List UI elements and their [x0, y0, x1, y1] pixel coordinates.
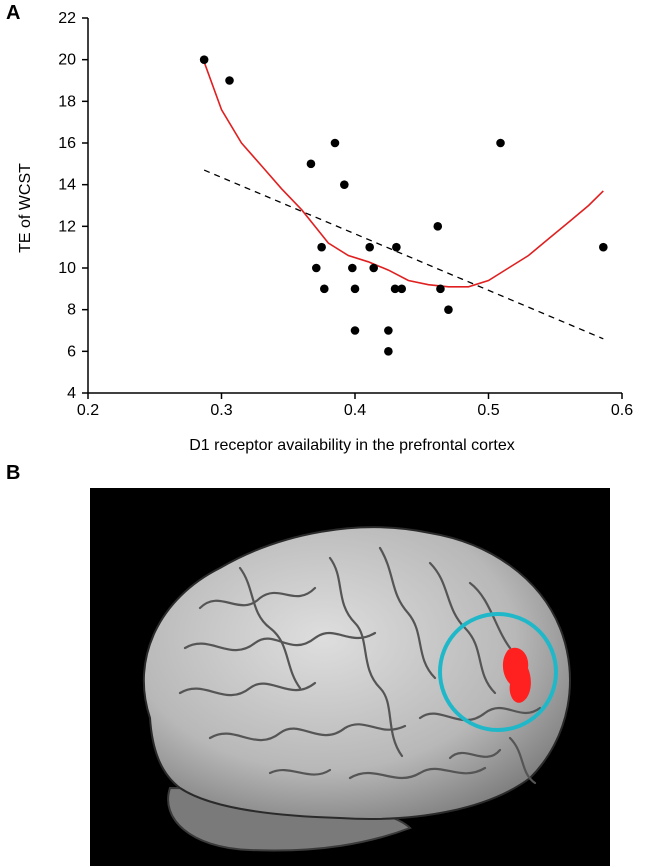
y-tick-label: 4 [67, 385, 76, 402]
data-point [599, 242, 608, 252]
roi-circle [438, 612, 558, 732]
data-point [436, 284, 445, 294]
y-tick-label: 6 [67, 343, 76, 360]
chart-points [199, 55, 608, 356]
data-point [369, 263, 378, 273]
data-point [496, 138, 505, 148]
brain-image-panel [90, 488, 610, 866]
data-point [444, 305, 453, 314]
data-point [340, 180, 349, 189]
y-tick-label: 14 [58, 177, 76, 194]
data-point [433, 222, 443, 231]
brain-shape [142, 526, 571, 820]
panel-b-label: B [6, 462, 21, 484]
data-point [319, 284, 329, 294]
y-tick-label: 16 [58, 135, 76, 152]
scatter-chart: 0.2 0.3 0.4 0.5 0.6 4 6 8 10 12 14 16 18 20 22 D1 rece… [17, 10, 633, 454]
chart-ticks: 0.2 0.3 0.4 0.5 0.6 4 6 8 10 12 14 16 18 20 22 [58, 10, 633, 419]
panel-a-label: A [6, 2, 21, 24]
y-tick-label: 8 [67, 302, 76, 319]
data-point [392, 242, 401, 252]
data-point [317, 242, 326, 252]
activation-region [502, 647, 531, 703]
chart-fit-lines [203, 61, 604, 340]
data-point [225, 76, 234, 85]
data-point [330, 138, 340, 148]
y-tick-label: 12 [58, 218, 76, 235]
brain-sulci [178, 546, 542, 785]
data-point [350, 284, 360, 294]
x-tick-label: 0.5 [477, 402, 499, 419]
data-point [350, 326, 360, 335]
x-tick-label: 0.4 [344, 402, 366, 419]
data-point [397, 284, 407, 294]
y-tick-label: 20 [58, 52, 76, 69]
y-axis-label: TE of WCST [17, 163, 34, 253]
data-point [390, 284, 400, 294]
x-tick-label: 0.2 [77, 402, 99, 419]
data-point [311, 263, 321, 273]
y-tick-label: 10 [58, 260, 76, 277]
data-point [384, 326, 393, 335]
data-point [348, 263, 357, 273]
smooth-fit-curve [203, 61, 604, 288]
x-tick-label: 0.6 [611, 402, 633, 419]
y-tick-label: 18 [58, 93, 76, 110]
brain-render [90, 488, 610, 866]
chart-axes [87, 18, 622, 394]
data-point [199, 55, 209, 64]
x-tick-label: 0.3 [210, 402, 232, 419]
data-point [384, 347, 393, 356]
y-tick-label: 22 [58, 10, 76, 27]
x-axis-label: D1 receptor availability in the prefront… [189, 437, 515, 454]
data-point [365, 242, 374, 252]
linear-fit-line [203, 169, 604, 340]
data-point [306, 159, 316, 169]
